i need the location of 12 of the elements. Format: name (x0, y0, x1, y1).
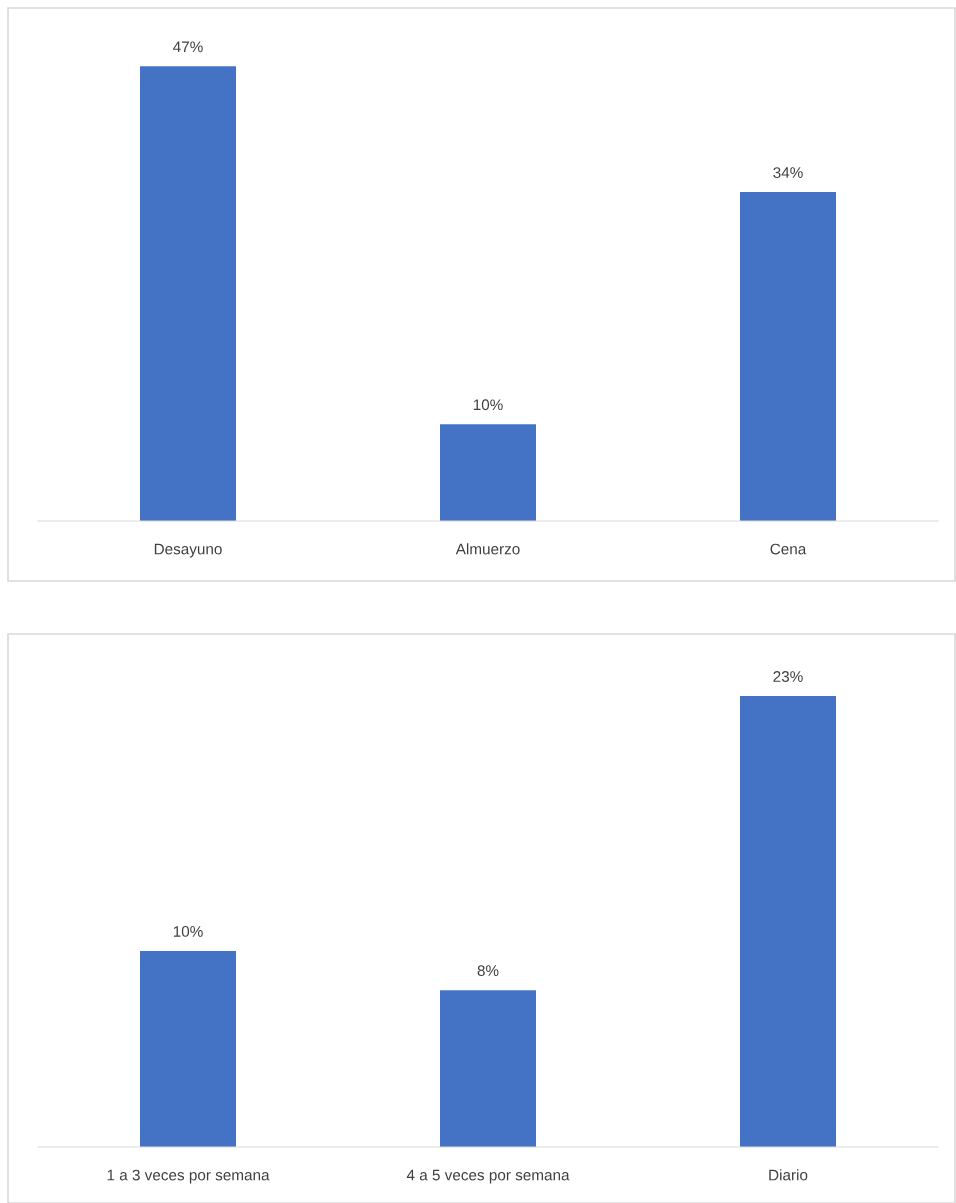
x-tick-label: Diario (769, 1169, 808, 1181)
x-tick-label: 1 a 3 veces por semana (107, 1169, 270, 1184)
x-tick-label: Desayuno (154, 543, 222, 558)
x-tick-label: 4 a 5 veces por semana (406, 1169, 570, 1184)
data-label: 8% (477, 965, 499, 977)
data-label: 10% (473, 399, 503, 411)
data-label: 47% (173, 41, 203, 53)
x-tick-label: Almuerzo (455, 543, 520, 555)
data-label: 23% (773, 671, 803, 682)
data-label: 34% (773, 167, 803, 178)
x-tick-label: Cena (770, 543, 807, 555)
data-label: 10% (173, 926, 203, 937)
